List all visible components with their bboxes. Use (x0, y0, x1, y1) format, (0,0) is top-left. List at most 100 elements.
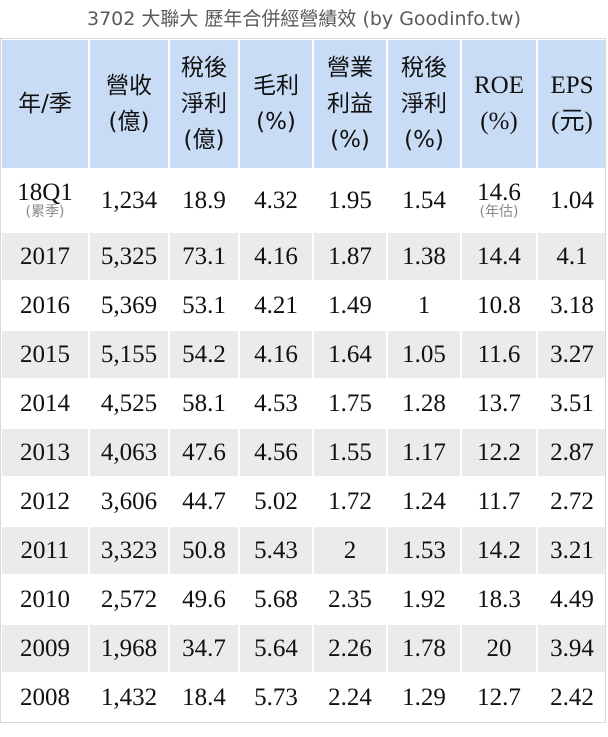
cell-eps: 2.42 (536, 672, 608, 723)
header-net-margin: 稅後 淨利 (%) (386, 38, 462, 170)
table-row: 2012 3,606 44.7 5.02 1.72 1.24 11.7 2.72 (0, 476, 608, 527)
cell-roe: 11.7 (460, 476, 538, 527)
header-net-income: 稅後 淨利 (億) (168, 38, 240, 170)
roe-note: (年估) (479, 203, 519, 220)
cell-roe: 12.7 (460, 672, 538, 723)
cell-revenue: 5,325 (88, 231, 170, 282)
cell-operating-margin: 1.49 (312, 280, 388, 331)
cell-net-margin: 1.38 (386, 231, 462, 282)
cell-roe: 14.4 (460, 231, 538, 282)
cell-revenue: 4,525 (88, 378, 170, 429)
cell-net-margin: 1.53 (386, 525, 462, 576)
cell-period: 18Q1 (累季) (0, 168, 90, 233)
cell-net-margin: 1.29 (386, 672, 462, 723)
cell-net-income: 18.9 (168, 168, 240, 233)
cell-gross-margin: 4.56 (238, 427, 314, 478)
cell-eps: 3.94 (536, 623, 608, 674)
cell-net-margin: 1.17 (386, 427, 462, 478)
cell-roe: 14.6 (年估) (460, 168, 538, 233)
period-note: (累季) (25, 203, 65, 220)
cell-gross-margin: 4.21 (238, 280, 314, 331)
cell-net-income: 73.1 (168, 231, 240, 282)
cell-gross-margin: 5.02 (238, 476, 314, 527)
cell-eps: 1.04 (536, 168, 608, 233)
cell-eps: 4.1 (536, 231, 608, 282)
cell-operating-margin: 1.72 (312, 476, 388, 527)
cell-net-margin: 1.54 (386, 168, 462, 233)
header-roe: ROE (%) (460, 38, 538, 170)
cell-operating-margin: 2.24 (312, 672, 388, 723)
cell-net-income: 34.7 (168, 623, 240, 674)
header-operating-margin: 營業 利益 (%) (312, 38, 388, 170)
cell-revenue: 3,606 (88, 476, 170, 527)
table-row: 18Q1 (累季) 1,234 18.9 4.32 1.95 1.54 14.6… (0, 168, 608, 233)
cell-gross-margin: 5.64 (238, 623, 314, 674)
cell-roe: 12.2 (460, 427, 538, 478)
cell-operating-margin: 1.95 (312, 168, 388, 233)
cell-net-margin: 1.05 (386, 329, 462, 380)
cell-operating-margin: 1.75 (312, 378, 388, 429)
cell-gross-margin: 5.43 (238, 525, 314, 576)
header-period: 年/季 (0, 38, 90, 170)
cell-net-income: 53.1 (168, 280, 240, 331)
performance-table: 年/季 營收 (億) 稅後 淨利 (億) 毛利 (%) 營業 利益 (0, 38, 608, 723)
cell-operating-margin: 2.26 (312, 623, 388, 674)
cell-revenue: 2,572 (88, 574, 170, 625)
cell-gross-margin: 5.73 (238, 672, 314, 723)
cell-eps: 3.51 (536, 378, 608, 429)
cell-gross-margin: 4.16 (238, 231, 314, 282)
page-title: 3702 大聯大 歷年合併經營績效 (by Goodinfo.tw) (0, 0, 608, 38)
cell-operating-margin: 2 (312, 525, 388, 576)
table-row: 2011 3,323 50.8 5.43 2 1.53 14.2 3.21 (0, 525, 608, 576)
table-row: 2014 4,525 58.1 4.53 1.75 1.28 13.7 3.51 (0, 378, 608, 429)
cell-operating-margin: 1.64 (312, 329, 388, 380)
cell-net-income: 50.8 (168, 525, 240, 576)
table-row: 2017 5,325 73.1 4.16 1.87 1.38 14.4 4.1 (0, 231, 608, 282)
cell-roe: 20 (460, 623, 538, 674)
cell-roe: 10.8 (460, 280, 538, 331)
cell-gross-margin: 5.68 (238, 574, 314, 625)
cell-period: 2008 (0, 672, 90, 723)
cell-period: 2013 (0, 427, 90, 478)
cell-eps: 2.87 (536, 427, 608, 478)
cell-net-margin: 1.78 (386, 623, 462, 674)
cell-operating-margin: 1.55 (312, 427, 388, 478)
cell-net-margin: 1.24 (386, 476, 462, 527)
cell-period: 2012 (0, 476, 90, 527)
cell-revenue: 5,369 (88, 280, 170, 331)
cell-revenue: 5,155 (88, 329, 170, 380)
cell-roe: 14.2 (460, 525, 538, 576)
cell-eps: 2.72 (536, 476, 608, 527)
cell-revenue: 1,234 (88, 168, 170, 233)
table-row: 2009 1,968 34.7 5.64 2.26 1.78 20 3.94 (0, 623, 608, 674)
cell-gross-margin: 4.32 (238, 168, 314, 233)
cell-net-margin: 1 (386, 280, 462, 331)
cell-eps: 3.18 (536, 280, 608, 331)
table-row: 2013 4,063 47.6 4.56 1.55 1.17 12.2 2.87 (0, 427, 608, 478)
cell-period: 2014 (0, 378, 90, 429)
cell-period: 2009 (0, 623, 90, 674)
cell-eps: 4.49 (536, 574, 608, 625)
cell-operating-margin: 2.35 (312, 574, 388, 625)
cell-period: 2017 (0, 231, 90, 282)
header-gross-margin: 毛利 (%) (238, 38, 314, 170)
cell-roe: 13.7 (460, 378, 538, 429)
cell-operating-margin: 1.87 (312, 231, 388, 282)
cell-gross-margin: 4.53 (238, 378, 314, 429)
cell-period: 2011 (0, 525, 90, 576)
cell-net-margin: 1.28 (386, 378, 462, 429)
table-row: 2008 1,432 18.4 5.73 2.24 1.29 12.7 2.42 (0, 672, 608, 723)
cell-net-income: 44.7 (168, 476, 240, 527)
header-eps: EPS (元) (536, 38, 608, 170)
cell-period: 2016 (0, 280, 90, 331)
cell-period: 2010 (0, 574, 90, 625)
cell-net-income: 54.2 (168, 329, 240, 380)
cell-eps: 3.21 (536, 525, 608, 576)
cell-revenue: 4,063 (88, 427, 170, 478)
cell-net-income: 58.1 (168, 378, 240, 429)
cell-revenue: 3,323 (88, 525, 170, 576)
cell-net-income: 18.4 (168, 672, 240, 723)
table-row: 2010 2,572 49.6 5.68 2.35 1.92 18.3 4.49 (0, 574, 608, 625)
cell-revenue: 1,432 (88, 672, 170, 723)
